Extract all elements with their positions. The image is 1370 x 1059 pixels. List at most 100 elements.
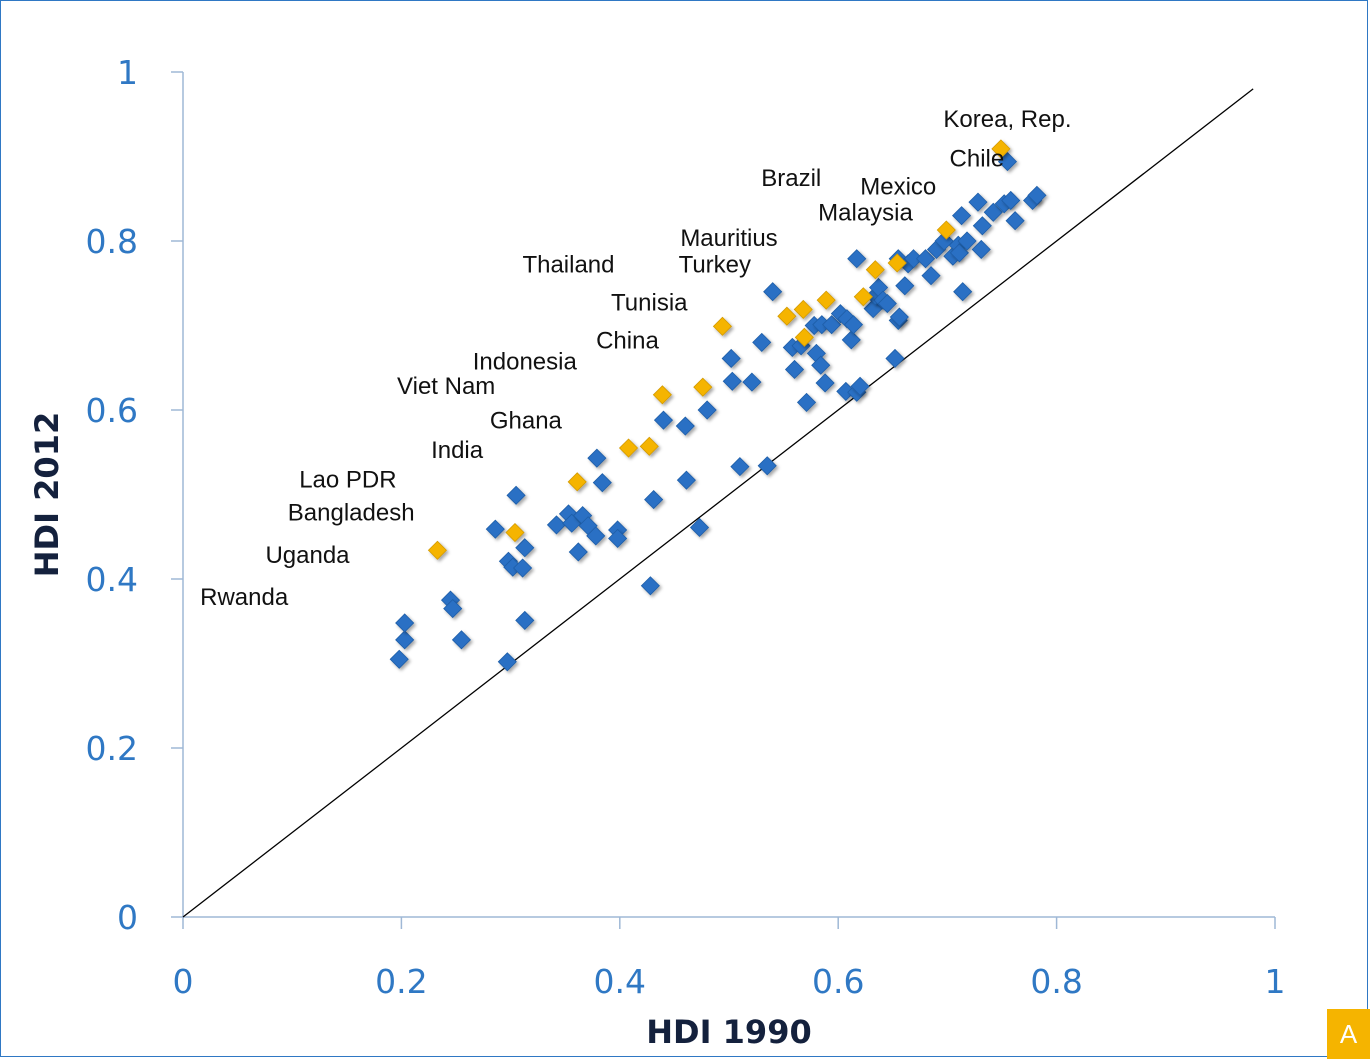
point-other xyxy=(822,315,842,335)
point-other xyxy=(850,376,870,396)
point-highlighted xyxy=(427,540,448,560)
country-label: Bangladesh xyxy=(288,500,415,527)
country-label: Lao PDR xyxy=(299,467,396,494)
point-other xyxy=(889,307,909,327)
point-other xyxy=(915,249,936,269)
country-label: Thailand xyxy=(522,251,614,278)
point-highlighted xyxy=(991,139,1011,159)
point-other xyxy=(847,249,867,269)
country-label: Ghana xyxy=(490,408,563,435)
point-other xyxy=(742,372,762,392)
country-label: India xyxy=(431,437,484,464)
point-other xyxy=(949,243,969,263)
point-other xyxy=(721,348,741,369)
point-other xyxy=(451,630,472,650)
country-label: Mauritius xyxy=(680,225,777,252)
point-other xyxy=(971,239,991,260)
point-other xyxy=(586,526,606,546)
point-other xyxy=(675,416,695,436)
point-other xyxy=(957,231,977,251)
country-label: Malaysia xyxy=(818,200,913,227)
y-tick-label: 0.4 xyxy=(86,560,138,599)
axis-ticks xyxy=(171,71,1276,929)
point-other xyxy=(752,332,772,352)
point-other xyxy=(515,538,535,558)
point-other xyxy=(843,315,864,335)
point-other xyxy=(1005,211,1025,231)
point-other xyxy=(395,630,415,650)
country-label: Tunisia xyxy=(611,289,688,316)
point-other xyxy=(389,649,409,669)
point-highlighted xyxy=(793,299,813,320)
point-highlighted xyxy=(936,220,956,240)
point-highlighted xyxy=(652,385,672,405)
point-other xyxy=(395,613,415,633)
point-other xyxy=(722,371,742,391)
country-label: Turkey xyxy=(679,251,751,278)
country-label: Mexico xyxy=(860,174,936,201)
country-label: Korea, Rep. xyxy=(943,106,1071,133)
point-other xyxy=(763,282,783,302)
x-tick-label: 0 xyxy=(173,962,194,1001)
point-other xyxy=(653,410,674,430)
point-other xyxy=(877,293,897,314)
point-other xyxy=(885,348,905,369)
x-tick-label: 0.2 xyxy=(375,962,427,1001)
point-highlighted xyxy=(618,438,639,458)
point-highlighted xyxy=(853,287,873,307)
point-other xyxy=(443,599,463,619)
point-highlighted xyxy=(794,327,814,347)
x-tick-label: 0.4 xyxy=(594,962,646,1001)
point-other xyxy=(997,152,1018,172)
point-other xyxy=(730,457,750,477)
point-other xyxy=(497,652,517,672)
point-other xyxy=(796,392,817,412)
country-label: Brazil xyxy=(761,165,821,192)
reference-line xyxy=(182,88,1254,918)
y-tick-label: 1 xyxy=(117,53,138,92)
point-other xyxy=(640,576,660,596)
point-other xyxy=(1001,190,1021,211)
y-tick-label: 0 xyxy=(117,898,138,937)
point-other xyxy=(689,517,710,538)
point-other xyxy=(568,542,588,562)
point-other xyxy=(515,610,535,630)
point-highlighted xyxy=(505,522,525,543)
country-label: Rwanda xyxy=(200,584,289,611)
point-other xyxy=(953,282,973,302)
point-other xyxy=(815,373,835,393)
point-other xyxy=(784,359,805,380)
x-tick-label: 0.8 xyxy=(1030,962,1082,1001)
y-tick-label: 0.2 xyxy=(86,729,138,768)
point-other xyxy=(592,473,612,493)
country-label: Indonesia xyxy=(473,348,578,375)
point-highlighted xyxy=(639,436,659,456)
y-axis-title: HDI 2012 xyxy=(28,412,66,577)
x-tick-label: 1 xyxy=(1265,962,1286,1001)
y-tick-label: 0.8 xyxy=(86,222,138,261)
country-label: China xyxy=(596,327,659,354)
point-other xyxy=(972,216,992,236)
point-other xyxy=(841,330,861,350)
point-other xyxy=(757,456,777,476)
country-label: Chile xyxy=(950,146,1005,173)
point-highlighted xyxy=(887,253,907,273)
point-other xyxy=(697,400,717,420)
point-other xyxy=(513,558,533,578)
x-tick-label: 0.6 xyxy=(812,962,864,1001)
point-other xyxy=(811,355,831,375)
point-other xyxy=(952,206,972,226)
corner-badge: A xyxy=(1327,1009,1370,1059)
point-other xyxy=(1027,185,1047,205)
point-other xyxy=(983,202,1003,222)
point-other xyxy=(587,448,607,468)
point-highlighted xyxy=(712,316,733,336)
point-other xyxy=(546,515,567,535)
point-other xyxy=(921,266,941,286)
point-highlighted xyxy=(567,472,587,492)
point-highlighted xyxy=(777,306,797,326)
point-other xyxy=(608,528,628,549)
point-other xyxy=(485,519,505,539)
